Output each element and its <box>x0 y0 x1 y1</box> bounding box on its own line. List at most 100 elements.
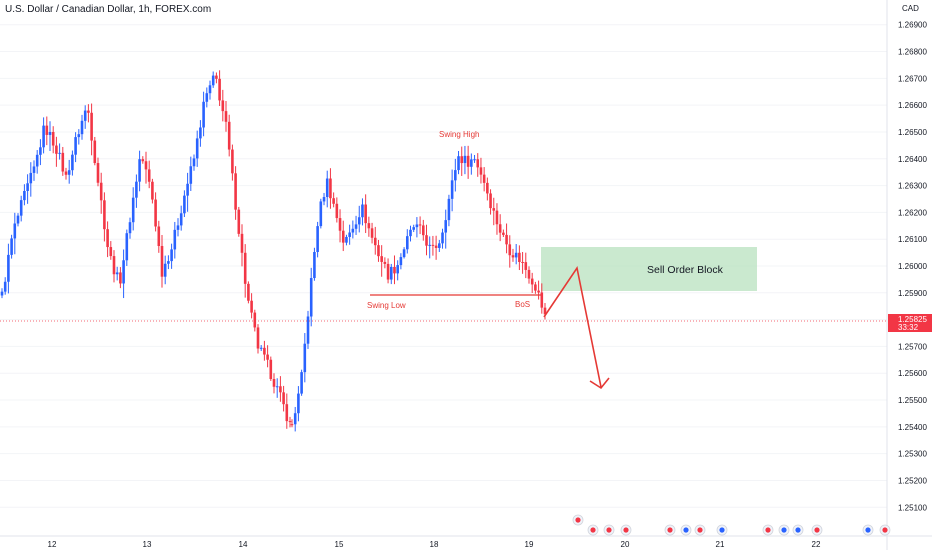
candle-body <box>237 209 241 234</box>
candle-body <box>115 272 119 275</box>
candle-body <box>183 195 186 214</box>
candle-body <box>42 125 45 148</box>
candle-body <box>227 121 231 150</box>
y-tick-label: 1.25300 <box>898 450 927 459</box>
candle-body <box>80 120 84 135</box>
candle-body <box>221 100 225 112</box>
candle-body <box>425 235 428 246</box>
candle-body <box>300 372 303 394</box>
candle-body <box>179 213 183 226</box>
sell-order-block-label: Sell Order Block <box>647 264 724 276</box>
economic-events[interactable] <box>572 514 891 536</box>
candle-body <box>418 224 422 226</box>
candle-body <box>247 283 250 301</box>
candle-body <box>373 237 377 246</box>
candle-body <box>29 172 33 184</box>
candle-body <box>16 215 20 224</box>
y-tick-label: 1.26600 <box>898 101 927 110</box>
candle-body <box>51 131 55 146</box>
y-tick-label: 1.25900 <box>898 289 927 298</box>
candle-body <box>543 307 547 315</box>
candle-body <box>195 138 199 159</box>
candle-body <box>119 272 122 284</box>
candle-body <box>144 161 148 170</box>
candle-body <box>243 252 247 284</box>
candle-body <box>514 252 518 258</box>
event-flag-icon <box>590 527 596 533</box>
candle-body <box>489 193 492 209</box>
candle-body <box>74 137 77 155</box>
candle-body <box>231 149 234 174</box>
candle-body <box>505 234 508 245</box>
candle-body <box>87 110 90 113</box>
candle-body <box>272 378 276 387</box>
candle-body <box>93 140 97 164</box>
candle-body <box>205 93 209 102</box>
candle-body <box>279 386 282 393</box>
y-tick-label: 1.25100 <box>898 503 927 512</box>
candle-body <box>470 159 473 167</box>
candle-body <box>457 156 460 171</box>
candle-body <box>303 343 307 373</box>
candle-body <box>431 244 435 246</box>
candle-body <box>240 233 244 253</box>
y-tick-label: 1.26800 <box>898 48 927 57</box>
candle-body <box>71 154 74 171</box>
candle-body <box>167 261 170 264</box>
candle-body <box>306 316 310 344</box>
event-flag-icon <box>697 527 703 533</box>
candle-body <box>131 197 135 223</box>
candle-body <box>412 227 415 230</box>
x-tick-label: 14 <box>239 540 248 549</box>
candle-body <box>498 224 502 233</box>
x-tick-label: 19 <box>525 540 534 549</box>
candle-body <box>309 278 313 317</box>
candle-body <box>338 218 342 231</box>
candle-body <box>157 226 161 247</box>
candle-body <box>434 245 438 248</box>
candle-body <box>189 166 193 184</box>
event-flag-icon <box>865 527 871 533</box>
x-tick-label: 13 <box>143 540 152 549</box>
price-axis: 1.26900 1.26800 1.26700 1.26600 1.26500 1.264… <box>898 21 927 513</box>
candle-body <box>23 190 26 201</box>
y-tick-label: 1.26700 <box>898 74 927 83</box>
candle-body <box>61 152 65 172</box>
candle-body <box>348 232 351 237</box>
x-tick-label: 12 <box>48 540 57 549</box>
countdown-value: 33:32 <box>898 323 919 332</box>
candle-body <box>319 201 323 227</box>
candle-body <box>540 292 544 308</box>
y-tick-label: 1.26400 <box>898 155 927 164</box>
candle-body <box>537 290 540 293</box>
event-flag-icon <box>606 527 612 533</box>
candle-body <box>508 244 512 256</box>
candle-body <box>354 224 358 229</box>
event-flag-icon <box>765 527 771 533</box>
candle-body <box>332 198 335 204</box>
candle-body <box>530 278 534 285</box>
candle-body <box>109 247 113 257</box>
candle-body <box>466 155 470 167</box>
event-flag-icon <box>683 527 689 533</box>
candle-body <box>83 110 87 121</box>
candle-body <box>135 181 138 198</box>
x-tick-label: 15 <box>335 540 344 549</box>
candle-body <box>138 159 141 182</box>
candle-body <box>383 261 387 264</box>
candle-body <box>463 155 467 164</box>
candle-body <box>112 256 116 275</box>
candle-body <box>99 182 103 201</box>
x-tick-label: 21 <box>716 540 725 549</box>
candle-body <box>297 393 300 414</box>
x-tick-label: 22 <box>812 540 821 549</box>
currency-label: CAD <box>902 4 919 13</box>
event-flag-icon <box>623 527 629 533</box>
candle-body <box>454 170 457 181</box>
y-tick-label: 1.26200 <box>898 208 927 217</box>
candle-body <box>186 183 189 196</box>
candle-body <box>106 229 109 248</box>
candle-body <box>341 230 345 243</box>
event-flag-icon <box>882 527 888 533</box>
